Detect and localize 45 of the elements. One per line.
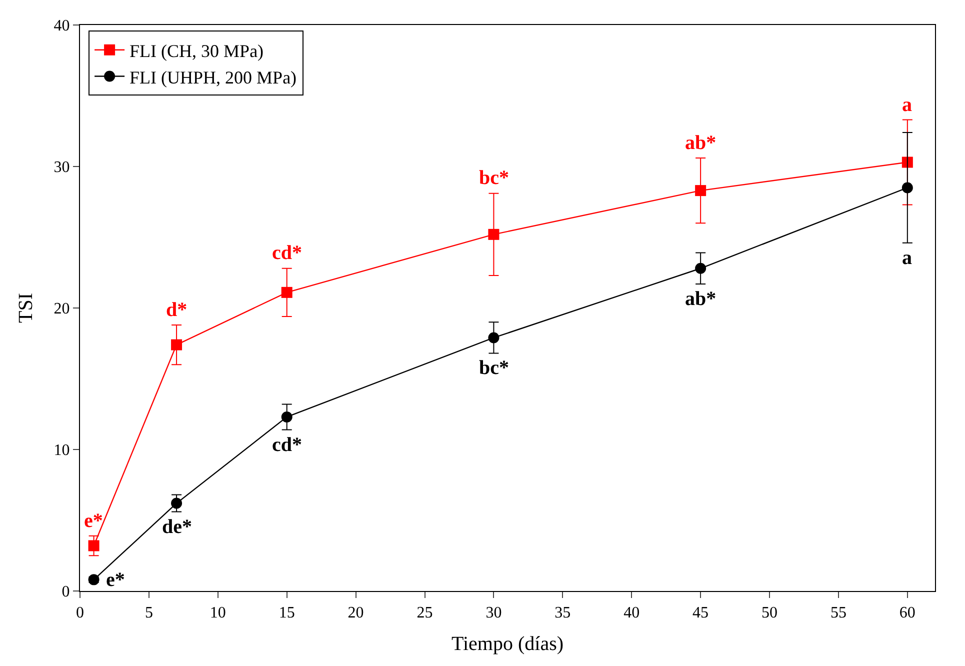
x-tick-label: 35 [554,604,571,622]
point [902,156,913,168]
annotation: e* [106,569,125,591]
y-tick-label: 30 [54,159,70,176]
x-tick-label: 40 [624,604,640,622]
point [88,540,100,552]
point [488,332,500,344]
annotation: bc* [479,167,509,189]
annotation: a [902,247,912,269]
annotation: bc* [479,357,509,379]
annotation: e* [84,510,103,532]
annotation: de* [162,516,192,538]
point [171,498,182,509]
point [171,339,182,350]
x-tick-label: 45 [692,604,709,622]
point [695,185,706,196]
annotation: cd* [272,242,302,264]
annotation: d* [166,299,188,321]
x-tick-label: 20 [348,604,364,622]
annotation: cd* [272,434,302,456]
point [695,262,706,274]
point [902,182,913,194]
legend-label: FLI (CH, 30 MPa) [130,40,264,61]
x-tick-label: 55 [830,604,846,622]
y-axis-title: TSI [15,293,38,323]
point [488,228,500,240]
point [281,286,292,298]
x-tick-label: 25 [416,604,433,622]
x-tick-label: 5 [144,604,153,622]
legend-label: FLI (UHPH, 200 MPa) [130,67,297,88]
x-tick-label: 50 [762,604,778,622]
y-tick-label: 40 [54,18,70,35]
x-tick-label: 10 [210,604,226,622]
y-tick-label: 0 [62,584,70,601]
x-tick-label: 0 [76,604,84,622]
annotation: ab* [685,132,716,154]
y-tick-label: 20 [54,300,70,318]
x-tick-label: 15 [278,604,295,622]
x-axis-title: Tiempo (días) [451,632,564,655]
y-tick-label: 10 [54,442,70,460]
point [281,411,292,422]
x-tick-label: 60 [899,604,916,622]
annotation: a [902,94,912,116]
x-tick-label: 30 [486,604,502,622]
annotation: ab* [685,288,716,310]
